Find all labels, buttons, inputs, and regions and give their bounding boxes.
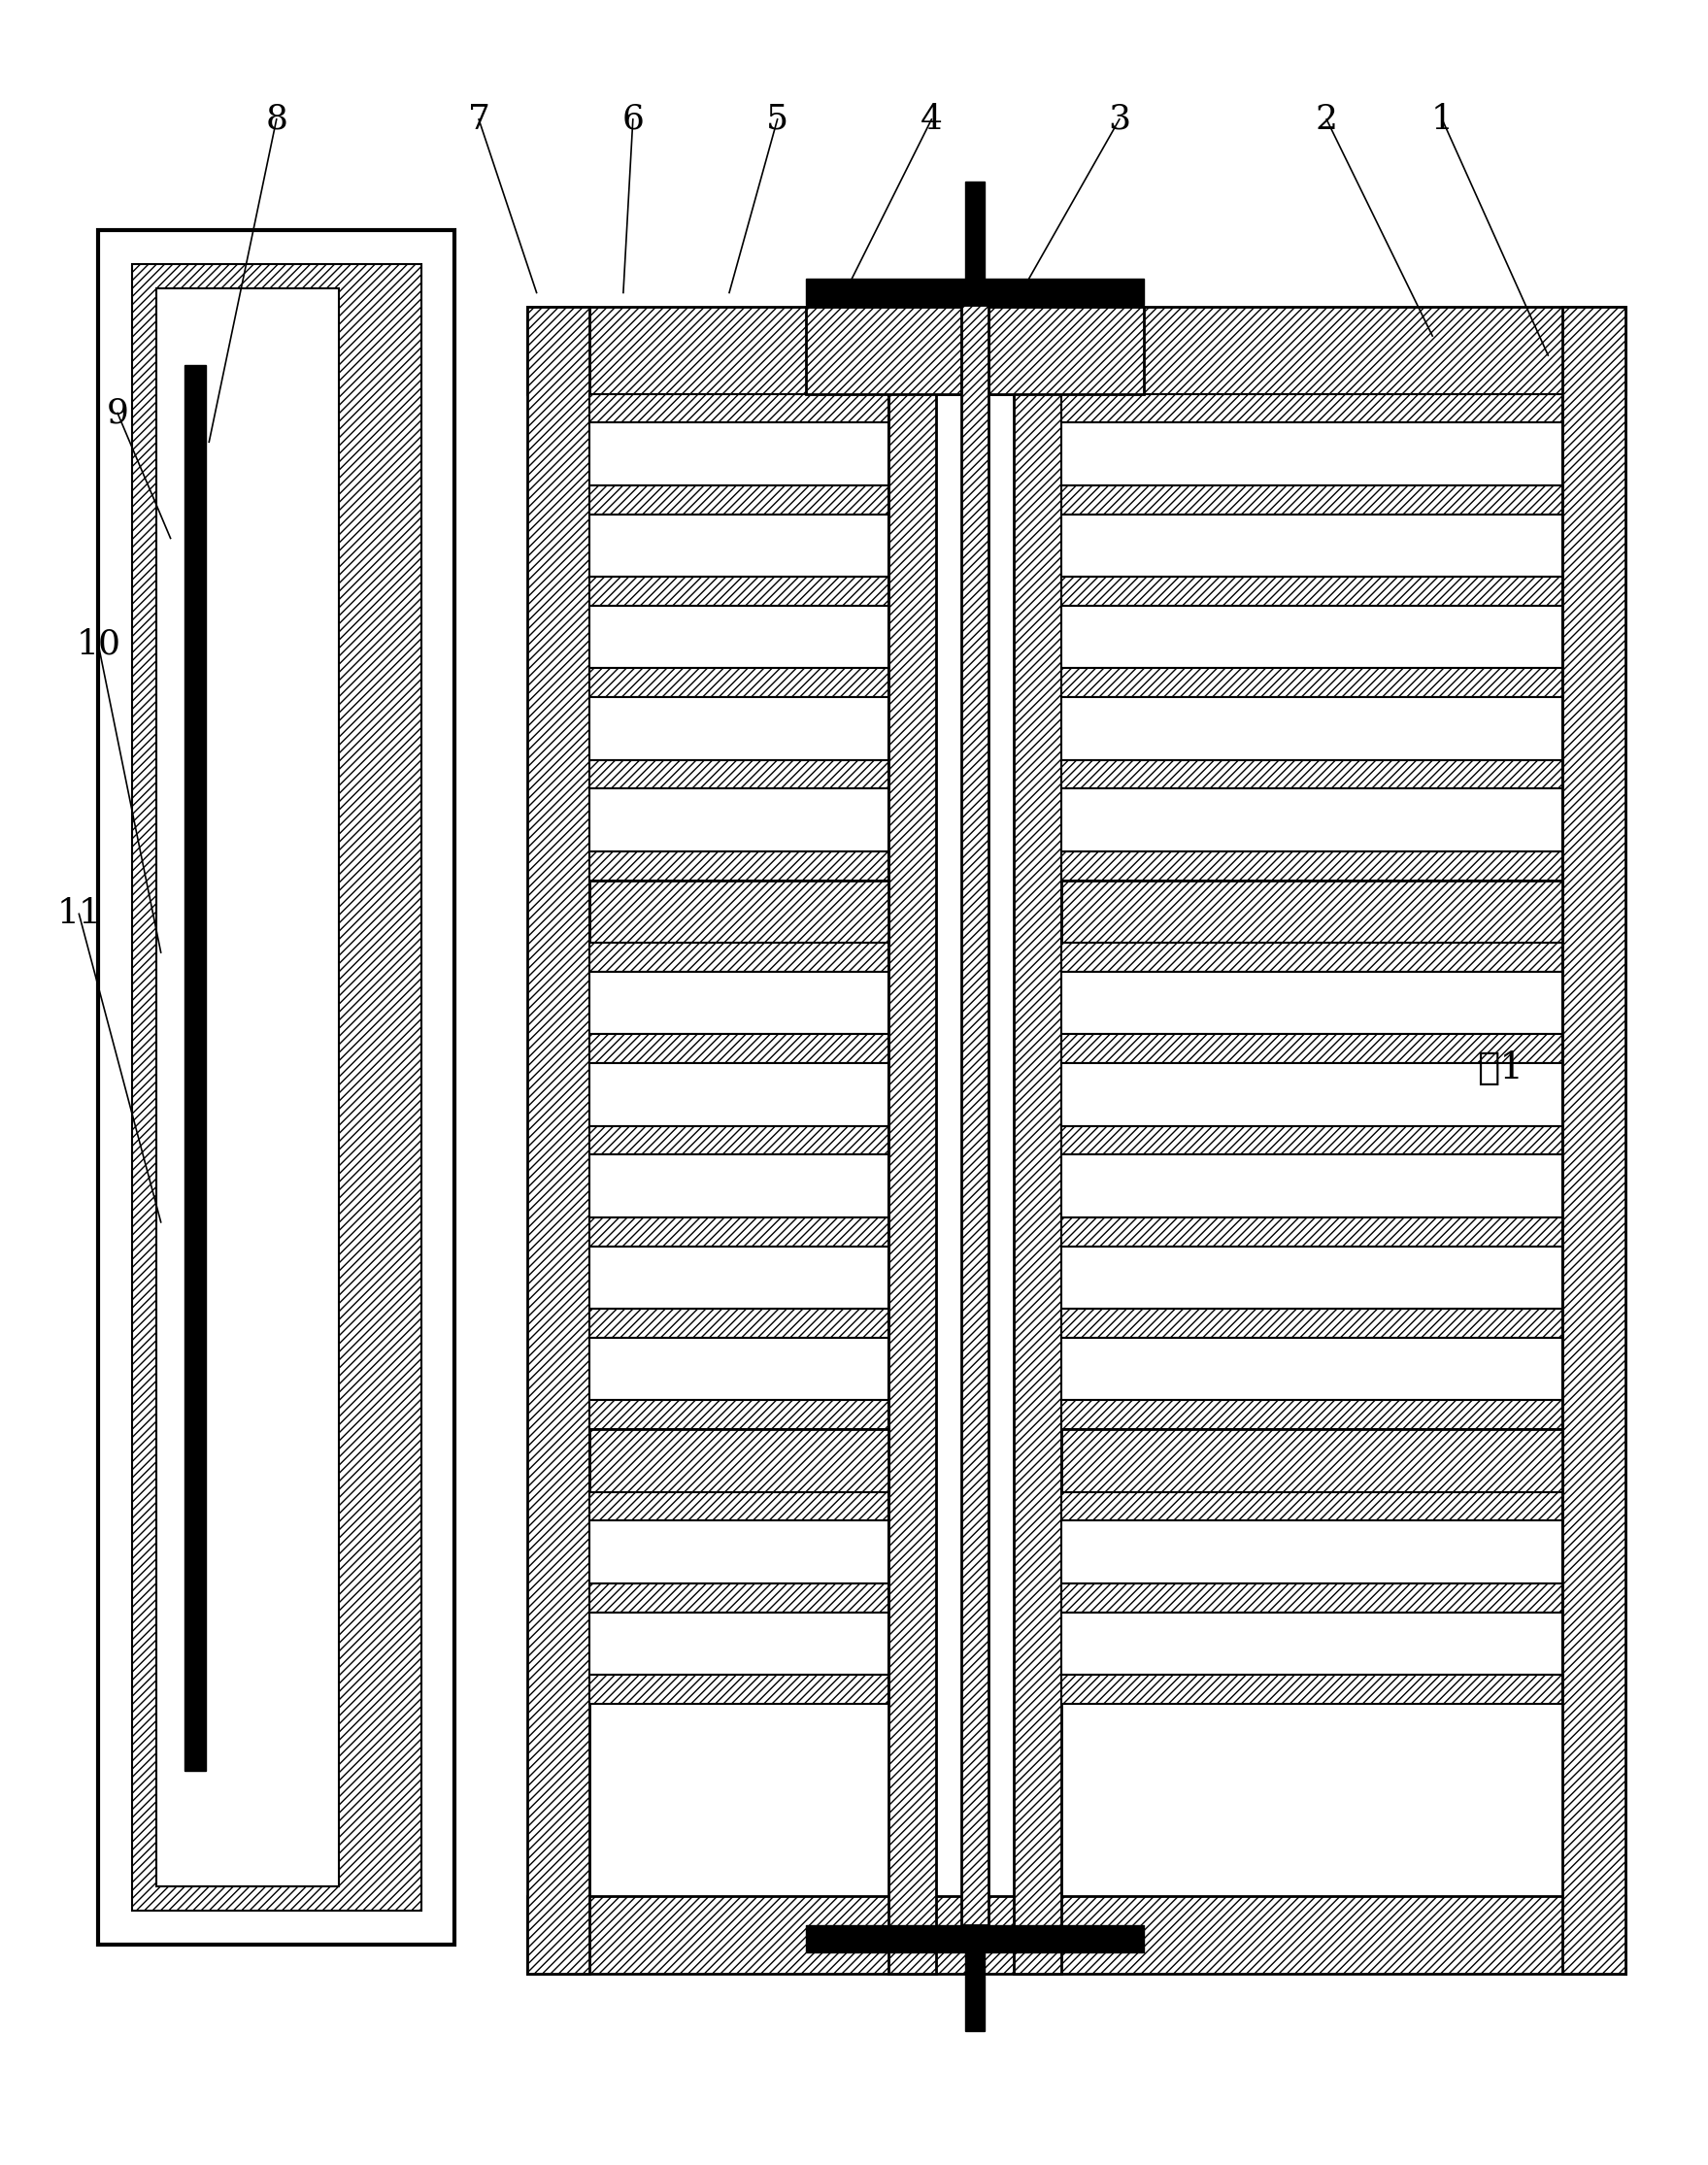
Bar xyxy=(589,1583,888,1613)
Bar xyxy=(1062,972,1563,1035)
Bar xyxy=(589,515,888,576)
Bar xyxy=(1062,394,1563,422)
Bar xyxy=(589,1676,888,1704)
Bar xyxy=(1062,1429,1563,1492)
Bar xyxy=(589,1063,888,1126)
Text: 4: 4 xyxy=(921,102,943,136)
Bar xyxy=(1062,881,1563,942)
Bar xyxy=(1062,1063,1563,1126)
Bar xyxy=(589,881,888,942)
Bar xyxy=(589,1338,888,1401)
Text: 2: 2 xyxy=(1315,102,1337,136)
Bar xyxy=(589,669,888,697)
Bar xyxy=(589,972,888,1035)
Bar xyxy=(1062,485,1563,515)
Text: 9: 9 xyxy=(106,396,128,429)
Bar xyxy=(589,851,888,881)
Bar xyxy=(589,422,888,485)
Bar xyxy=(589,1613,888,1676)
Bar xyxy=(99,229,454,1944)
Bar xyxy=(806,1925,1143,1953)
Bar xyxy=(589,1035,888,1063)
Bar xyxy=(132,264,420,1912)
Bar xyxy=(888,307,936,1974)
Bar xyxy=(184,366,207,1771)
Bar xyxy=(1062,1126,1563,1154)
Bar xyxy=(1563,307,1624,1974)
Bar xyxy=(1062,788,1563,851)
Bar xyxy=(1062,1338,1563,1401)
Bar xyxy=(1062,697,1563,760)
Bar xyxy=(1013,307,1062,1974)
Bar xyxy=(1062,1613,1563,1676)
Bar xyxy=(589,1401,888,1429)
Bar xyxy=(589,485,888,515)
Bar xyxy=(589,788,888,851)
Bar xyxy=(589,1492,888,1520)
Bar xyxy=(589,1429,888,1492)
Bar xyxy=(528,307,1624,394)
Bar xyxy=(1062,760,1563,788)
Bar xyxy=(589,697,888,760)
Text: 6: 6 xyxy=(622,102,644,136)
Bar xyxy=(1062,1401,1563,1429)
Text: 图1: 图1 xyxy=(1477,1050,1524,1087)
Bar xyxy=(965,1953,984,2031)
Bar xyxy=(589,1126,888,1154)
Bar xyxy=(1062,1676,1563,1704)
Bar xyxy=(1062,422,1563,485)
Bar xyxy=(962,305,989,1925)
Bar xyxy=(1062,1583,1563,1613)
Bar xyxy=(806,307,962,394)
Text: 1: 1 xyxy=(1431,102,1454,136)
Bar xyxy=(589,1520,888,1583)
Text: 7: 7 xyxy=(468,102,490,136)
Text: 10: 10 xyxy=(75,628,121,660)
Bar xyxy=(1062,606,1563,669)
Bar xyxy=(1062,576,1563,606)
Bar xyxy=(1062,1520,1563,1583)
Text: 3: 3 xyxy=(1108,102,1131,136)
Bar xyxy=(155,288,340,1886)
Bar xyxy=(589,1310,888,1338)
Bar xyxy=(528,307,589,1974)
Bar xyxy=(589,942,888,972)
Text: 8: 8 xyxy=(265,102,287,136)
Bar xyxy=(589,576,888,606)
Text: 5: 5 xyxy=(767,102,789,136)
Bar xyxy=(989,307,1143,394)
Bar xyxy=(1062,1154,1563,1217)
Bar xyxy=(1062,515,1563,576)
Bar xyxy=(589,394,888,422)
Bar xyxy=(1062,1247,1563,1310)
Bar xyxy=(1062,1310,1563,1338)
Bar xyxy=(1062,851,1563,881)
Bar xyxy=(528,1897,1624,1974)
Bar xyxy=(806,279,1143,305)
Bar xyxy=(1062,1217,1563,1247)
Bar xyxy=(589,1154,888,1217)
Bar xyxy=(589,1247,888,1310)
Bar xyxy=(965,182,984,279)
Bar xyxy=(1062,1035,1563,1063)
Bar xyxy=(1062,1492,1563,1520)
Bar xyxy=(589,1217,888,1247)
Bar xyxy=(589,760,888,788)
Bar xyxy=(589,606,888,669)
Text: 11: 11 xyxy=(56,898,101,931)
Bar xyxy=(1062,942,1563,972)
Bar xyxy=(1062,669,1563,697)
